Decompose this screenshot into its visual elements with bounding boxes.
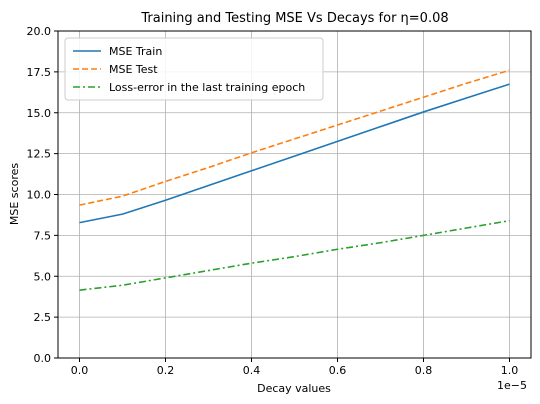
axis-ticks: 0.0 0.2 0.4 0.6 0.8 1.0 0.0 2.5 5.0 7.5 10.0 12.5 15… [27,25,519,377]
y-tick-label: 2.5 [34,311,52,324]
series-line-1 [79,83,510,224]
legend-entry-label: MSE Train [109,45,162,58]
series-line-3 [79,219,510,291]
legend: MSE Train MSE Test Loss-error in the last … [64,37,324,101]
y-tick-label: 12.5 [27,148,52,161]
series-layer [79,69,510,291]
y-tick-label: 20.0 [27,25,52,38]
x-tick-label: 0.4 [243,364,261,377]
legend-entry-label: MSE Test [109,63,158,76]
y-tick-label: 15.0 [27,107,52,120]
x-offset-text: 1e−5 [497,379,527,392]
y-tick-label: 17.5 [27,66,52,79]
y-tick-label: 0.0 [34,352,52,365]
chart-title: Training and Testing MSE Vs Decays for η… [140,11,448,26]
series-line-2 [79,69,510,206]
x-axis-label: Decay values [257,382,331,395]
legend-entry-label: Loss-error in the last training epoch [109,81,305,94]
y-tick-label: 7.5 [34,229,52,242]
y-tick-label: 5.0 [34,270,52,283]
x-tick-label: 0.6 [329,364,347,377]
x-tick-label: 0.2 [157,364,175,377]
legend-box [64,37,324,101]
y-axis-label: MSE scores [8,163,21,225]
y-tick-label: 10.0 [27,189,52,202]
x-tick-label: 0.8 [415,364,433,377]
x-tick-label: 1.0 [501,364,519,377]
x-tick-label: 0.0 [71,364,89,377]
